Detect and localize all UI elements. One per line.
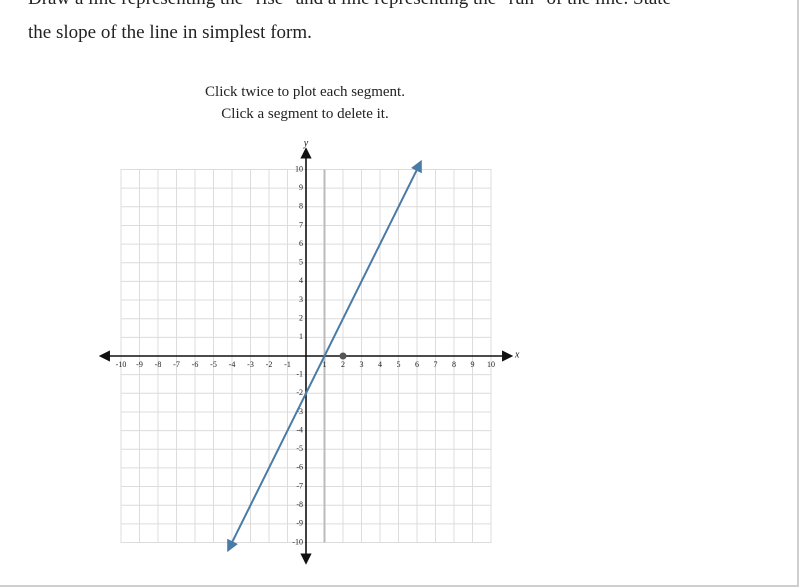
y-tick-label: -5 [296,444,303,453]
y-tick-label: 9 [299,183,303,192]
y-tick-label: -10 [292,537,303,546]
x-tick-label: 2 [341,360,345,369]
x-tick-label: 6 [415,360,419,369]
y-tick-label: -4 [296,425,303,434]
y-tick-label: 2 [299,314,303,323]
x-tick-label: 7 [434,360,438,369]
y-tick-label: 4 [299,276,303,285]
y-tick-label: 1 [299,332,303,341]
x-tick-label: 4 [378,360,382,369]
x-tick-label: -4 [229,360,236,369]
y-tick-label: 5 [299,258,303,267]
x-tick-label: -1 [284,360,291,369]
x-tick-label: -5 [210,360,217,369]
y-tick-label: -7 [296,481,303,490]
x-tick-label: 1 [323,360,327,369]
problem-text: the slope of the line in simplest form. [28,22,312,43]
x-tick-label: -2 [266,360,273,369]
plotted-line [227,159,422,553]
x-tick-label: -7 [173,360,180,369]
y-tick-label: -2 [296,388,303,397]
x-axis-label: x [514,349,520,360]
x-tick-label: 9 [471,360,475,369]
x-tick-label: -6 [192,360,199,369]
x-tick-label: 3 [360,360,364,369]
y-tick-label: -8 [296,500,303,509]
y-tick-label: 8 [299,202,303,211]
x-tick-label: -9 [136,360,143,369]
y-tick-label: -9 [296,519,303,528]
x-tick-label: -3 [247,360,254,369]
y-tick-label: 6 [299,239,303,248]
x-tick-label: 5 [397,360,401,369]
instruction: Click twice to plot each segment. [205,84,405,100]
y-tick-label: 3 [299,295,303,304]
instruction: Click a segment to delete it. [221,106,389,122]
y-tick-label: -1 [296,369,303,378]
x-tick-label: 8 [452,360,456,369]
point [339,352,347,360]
y-axis-label: y [303,138,309,149]
x-tick-label: 10 [487,360,495,369]
x-tick-label: -8 [155,360,162,369]
problem-text: Draw a line representing the "rise" and … [28,0,671,10]
x-tick-label: -10 [116,360,127,369]
y-tick-label: -6 [296,463,303,472]
y-tick-label: 10 [295,164,303,173]
y-tick-label: 7 [299,220,303,229]
